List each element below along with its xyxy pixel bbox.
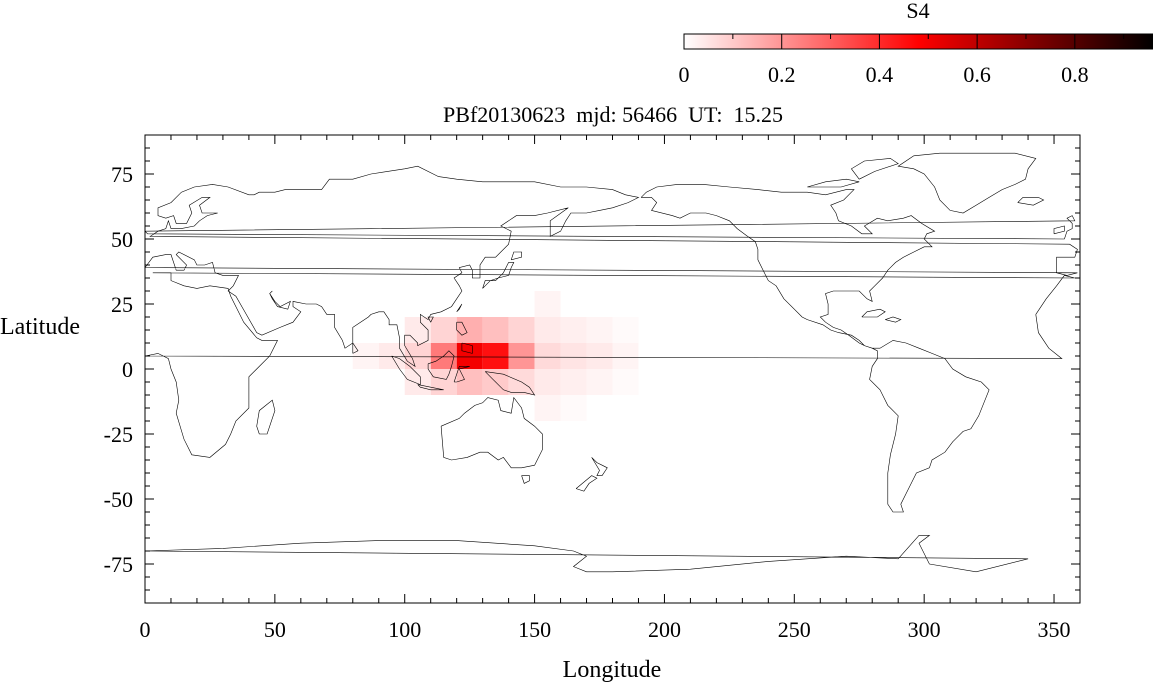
y-tick-label: -75 <box>104 552 133 577</box>
coastline <box>1017 197 1045 206</box>
heatmap-cell <box>534 369 561 395</box>
coastline <box>456 321 468 336</box>
colorbar-tick-label: 0 <box>679 62 690 87</box>
coastline <box>575 475 598 492</box>
x-tick-label: 50 <box>264 617 286 642</box>
y-tick-label: -50 <box>104 487 133 512</box>
heatmap-cells <box>352 291 639 421</box>
colorbar <box>683 33 1153 50</box>
coastline <box>1079 267 1080 268</box>
coastline <box>885 316 902 323</box>
x-tick-label: 0 <box>140 617 151 642</box>
coastline <box>417 384 444 391</box>
coastline <box>591 457 608 476</box>
chart-title: PBf20130623 mjd: 56466 UT: 15.25 <box>443 102 783 127</box>
colorbar-tick-label: 0.2 <box>768 62 796 87</box>
coastline <box>352 342 359 354</box>
coastline <box>461 342 473 354</box>
heatmap-cell <box>456 369 483 395</box>
colorbar-tick-label: 0.8 <box>1061 62 1089 87</box>
x-tick-label: 100 <box>388 617 421 642</box>
heatmap-cell <box>404 343 431 369</box>
x-tick-label: 300 <box>908 617 941 642</box>
coastline <box>640 184 990 513</box>
coastline <box>145 165 1078 368</box>
coastline <box>391 355 421 386</box>
heatmap-cell <box>586 343 613 369</box>
heatmap-cell <box>404 369 431 395</box>
heatmap-cell <box>534 317 561 343</box>
heatmap-cell <box>534 395 561 421</box>
coastline <box>440 396 543 469</box>
heatmap-cell <box>482 317 509 343</box>
heatmap-cell <box>430 317 457 343</box>
heatmap-cell <box>586 317 613 343</box>
heatmap-cell <box>534 343 561 369</box>
heatmap-cell <box>586 369 613 395</box>
heatmap-cell <box>456 317 483 343</box>
x-tick-label: 200 <box>648 617 681 642</box>
heatmap-cell <box>612 317 639 343</box>
coastline <box>1079 550 1080 552</box>
coastline <box>1079 355 1080 357</box>
x-tick-label: 150 <box>518 617 551 642</box>
coastline <box>850 158 899 180</box>
heatmap-cell <box>612 343 639 369</box>
coastline <box>897 152 1037 214</box>
coastline <box>510 251 522 261</box>
heatmap-cell <box>560 317 587 343</box>
coastline <box>482 262 515 289</box>
axis-ticks: 0 50 100 150 200 250 300 350 -75 -50 -25 0 25 50 75 <box>104 135 1080 642</box>
coastline <box>453 366 470 383</box>
y-tick-label: 0 <box>122 357 133 382</box>
heatmap-cell <box>508 343 535 369</box>
coastline <box>427 316 434 323</box>
coastline <box>427 350 455 380</box>
heatmap-cell <box>508 317 535 343</box>
coastline <box>1053 225 1065 235</box>
x-tick-label: 250 <box>778 617 811 642</box>
coastline <box>256 399 276 435</box>
coastline <box>861 308 886 318</box>
heatmap-cell <box>560 369 587 395</box>
heatmap-cell <box>612 369 639 395</box>
coastlines <box>145 152 1080 573</box>
colorbar-tick-label: 0.6 <box>963 62 991 87</box>
heatmap-cell <box>430 369 457 395</box>
coastline <box>521 475 530 484</box>
colorbar-tick-label: 0.4 <box>866 62 894 87</box>
heatmap-cell <box>534 291 561 317</box>
y-tick-label: 25 <box>111 292 133 317</box>
colorbar-ticks: 0 0.2 0.4 0.6 0.8 <box>679 34 1125 87</box>
y-tick-label: 50 <box>111 227 133 252</box>
heatmap-cell <box>482 343 509 369</box>
coastline <box>456 303 463 313</box>
coastline <box>145 535 1029 573</box>
y-axis-label: Latitude <box>0 314 80 340</box>
heatmap-cell <box>404 317 431 343</box>
colorbar-label: S4 <box>906 0 929 23</box>
coastline <box>145 215 1076 240</box>
heatmap-cell <box>456 343 483 369</box>
coastline <box>269 290 291 310</box>
coastline <box>484 371 536 396</box>
y-tick-label: 75 <box>111 162 133 187</box>
y-tick-label: -25 <box>104 422 133 447</box>
x-axis-label: Longitude <box>563 657 662 683</box>
x-tick-label: 350 <box>1038 617 1071 642</box>
coastline <box>1079 230 1080 232</box>
coastline <box>807 178 860 188</box>
heatmap-cell <box>352 343 379 369</box>
heatmap-cell <box>560 343 587 369</box>
coastline <box>145 272 1075 458</box>
heatmap-cell <box>560 395 587 421</box>
